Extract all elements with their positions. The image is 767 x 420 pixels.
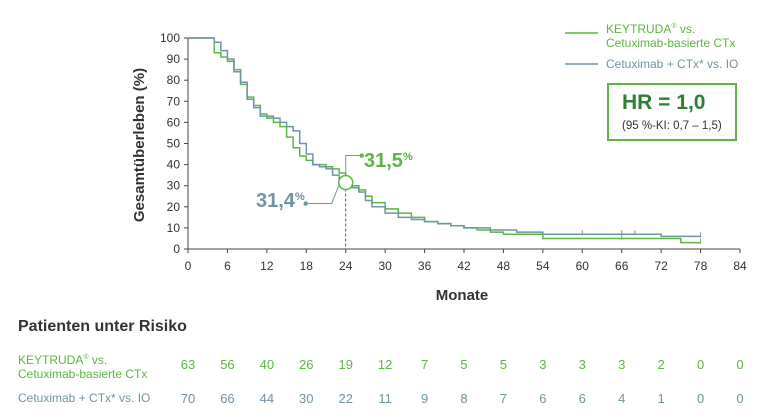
risk-keytruda-label2: Cetuximab-basierte CTx <box>18 367 148 381</box>
x-tick-label: 6 <box>224 259 231 273</box>
risk-value-keytruda: 3 <box>618 357 626 372</box>
x-tick-label: 12 <box>260 259 274 273</box>
risk-value-cetuximab: 0 <box>736 391 744 406</box>
x-tick-label: 0 <box>185 259 192 273</box>
risk-value-cetuximab: 11 <box>378 391 392 406</box>
x-tick-label: 72 <box>654 259 668 273</box>
risk-value-cetuximab: 1 <box>657 391 665 406</box>
x-tick-label: 84 <box>733 259 747 273</box>
risk-value-keytruda: 56 <box>220 357 235 372</box>
y-tick-label: 80 <box>167 73 181 87</box>
risk-value-keytruda: 7 <box>420 357 429 372</box>
x-tick-label: 54 <box>536 259 550 273</box>
annotation-cetuximab-24m: 31,4% <box>256 190 305 213</box>
x-tick-label: 66 <box>615 259 629 273</box>
x-axis-label: Monate <box>436 287 489 304</box>
risk-value-keytruda: 5 <box>499 357 508 372</box>
x-tick-label: 24 <box>339 259 353 273</box>
x-tick-label: 48 <box>497 259 511 273</box>
y-tick-label: 30 <box>167 179 181 193</box>
annotation-keytruda-unit: % <box>402 151 413 163</box>
annotation-dot-keytruda <box>359 153 364 158</box>
legend-keytruda-reg: ® <box>671 23 677 30</box>
risk-keytruda-label1b: vs. <box>88 353 108 367</box>
risk-value-cetuximab: 6 <box>578 391 586 406</box>
hazard-ratio-box: HR = 1,0 (95 %-KI: 0,7 – 1,5) <box>607 83 737 141</box>
risk-row-label-cetuximab: Cetuximab + CTx* vs. IO <box>18 391 150 405</box>
risk-value-cetuximab: 7 <box>499 391 508 406</box>
risk-value-keytruda: 0 <box>736 357 744 372</box>
series-layer <box>188 37 702 244</box>
x-tick-label: 78 <box>694 259 708 273</box>
y-tick-label: 0 <box>173 242 180 256</box>
risk-value-cetuximab: 8 <box>460 391 468 406</box>
risk-value-keytruda: 0 <box>696 357 705 372</box>
risk-value-keytruda: 3 <box>578 357 586 372</box>
risk-keytruda-reg: ® <box>83 354 89 361</box>
risk-value-keytruda: 3 <box>539 357 547 372</box>
annotation-circle <box>337 174 354 191</box>
legend-cetuximab-label: Cetuximab + CTx* vs. IO <box>606 57 739 71</box>
annotation-cetuximab-value: 31,4 <box>256 190 295 212</box>
risk-value-cetuximab: 4 <box>618 391 626 406</box>
legend-keytruda-line1b: vs. <box>676 22 696 36</box>
risk-value-keytruda: 5 <box>460 357 468 372</box>
risk-table-title: Patienten unter Risiko <box>18 318 187 335</box>
risk-value-cetuximab: 70 <box>180 391 196 406</box>
risk-value-keytruda: 40 <box>259 357 275 372</box>
legend-keytruda-line2: Cetuximab-basierte CTx <box>606 36 736 50</box>
x-tick-label: 18 <box>300 259 314 273</box>
annotation-leader-keytruda <box>345 155 362 176</box>
y-axis-label: Gesamtüberleben (%) <box>131 68 148 222</box>
risk-value-keytruda: 26 <box>299 357 314 372</box>
x-tick-label: 30 <box>378 259 392 273</box>
y-tick-label: 20 <box>167 200 181 214</box>
risk-cetuximab-label: Cetuximab + CTx* vs. IO <box>18 391 151 405</box>
y-tick-label: 10 <box>167 221 181 235</box>
risk-value-cetuximab: 30 <box>299 391 314 406</box>
annotation-keytruda-value: 31,5 <box>364 150 403 172</box>
legend-entry-keytruda: KEYTRUDA® vs. Cetuximab-basierte CTx <box>606 20 735 50</box>
x-tick-label: 36 <box>418 259 432 273</box>
risk-value-cetuximab: 22 <box>338 391 353 406</box>
x-tick-label: 60 <box>576 259 590 273</box>
y-tick-label: 70 <box>167 94 181 108</box>
y-tick-label: 90 <box>167 52 181 66</box>
risk-value-cetuximab: 44 <box>259 391 275 406</box>
risk-value-cetuximab: 6 <box>539 391 547 406</box>
annotation-keytruda-24m: 31,5% <box>364 150 413 173</box>
risk-value-keytruda: 19 <box>338 357 353 372</box>
x-tick-label: 42 <box>457 259 471 273</box>
y-tick-label: 40 <box>167 158 181 172</box>
risk-keytruda-label1: KEYTRUDA <box>18 353 84 367</box>
risk-value-keytruda: 63 <box>180 357 196 372</box>
annotation-dot-cetuximab <box>303 201 308 206</box>
y-tick-label: 50 <box>167 137 181 151</box>
risk-value-cetuximab: 0 <box>696 391 705 406</box>
risk-value-cetuximab: 66 <box>220 391 235 406</box>
risk-value-keytruda: 12 <box>377 357 393 372</box>
annotation-cetuximab-unit: % <box>294 191 305 203</box>
hazard-ratio-ci: (95 %-KI: 0,7 – 1,5) <box>622 120 722 132</box>
annotation-layer <box>303 153 364 249</box>
annotation-leader-cetuximab <box>305 185 340 205</box>
axes: 0 6 12 18 24 30 36 42 48 54 60 66 72 78 84 0 10 20 30 40 50 6… <box>160 31 747 273</box>
hazard-ratio-value: HR = 1,0 <box>622 91 706 114</box>
risk-value-keytruda: 2 <box>657 357 665 372</box>
risk-row-label-keytruda: KEYTRUDA® vs. Cetuximab-basierte CTx <box>18 351 147 381</box>
legend-keytruda-line1: KEYTRUDA <box>606 22 672 36</box>
risk-value-cetuximab: 9 <box>420 391 429 406</box>
series-line-cetuximab <box>188 37 701 238</box>
y-tick-label: 60 <box>167 115 181 129</box>
legend-entry-cetuximab: Cetuximab + CTx* vs. IO <box>606 57 738 71</box>
y-tick-label: 100 <box>160 31 180 45</box>
series-line-keytruda <box>188 37 701 244</box>
